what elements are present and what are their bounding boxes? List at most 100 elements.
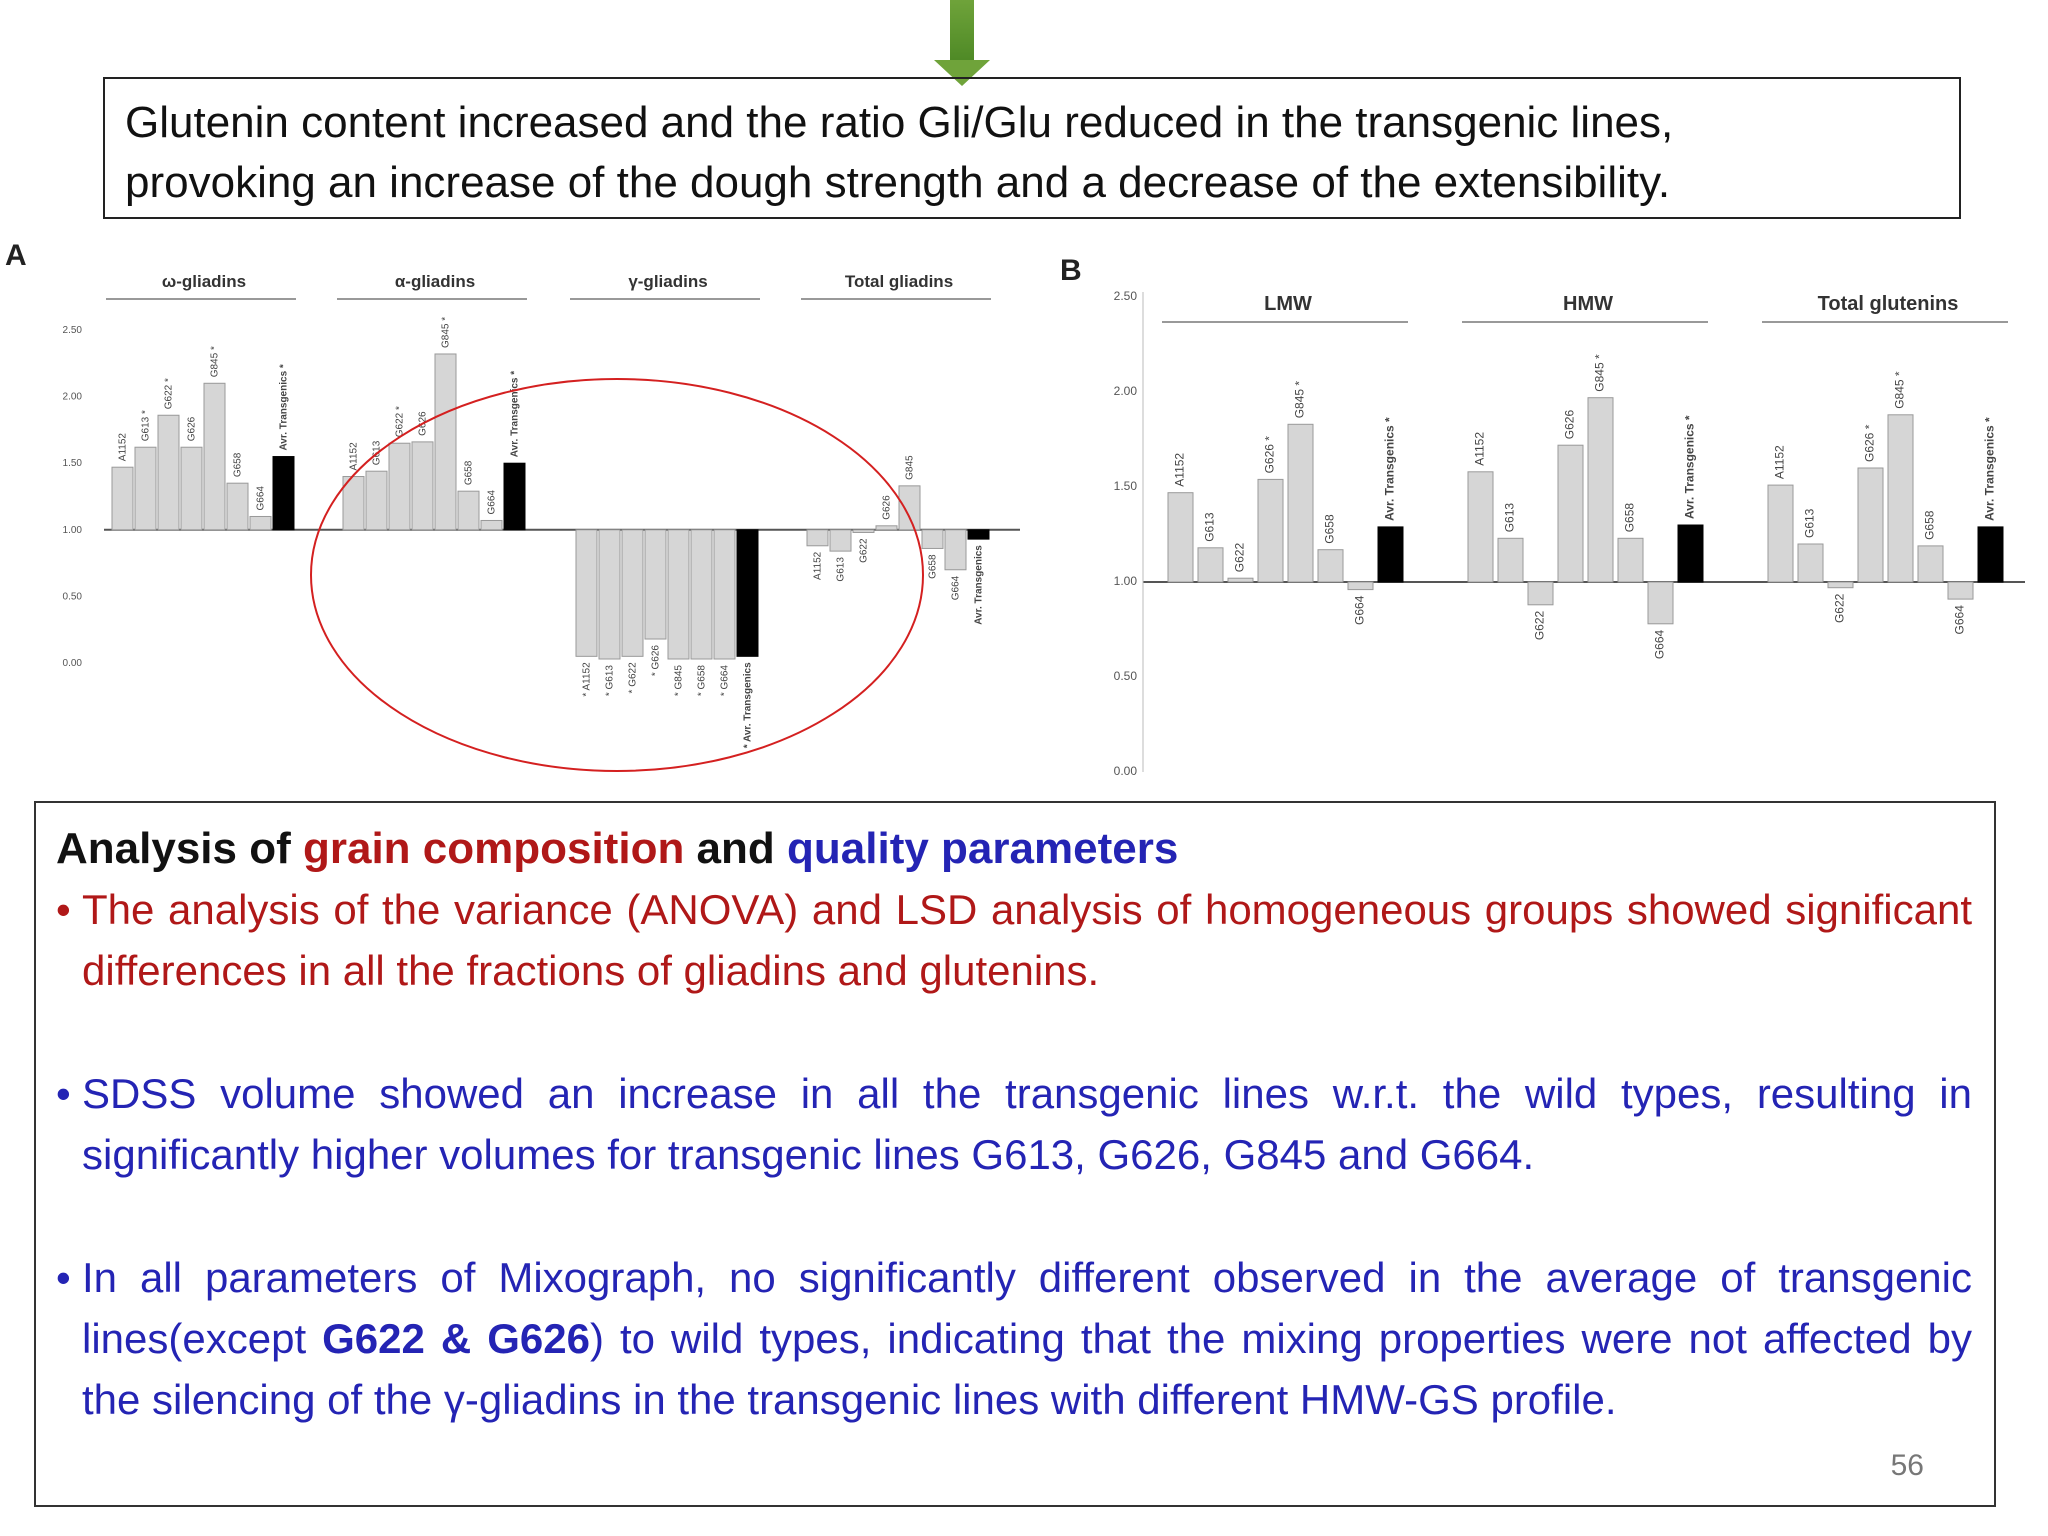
- bar: [875, 525, 898, 531]
- analysis-heading: Analysis of grain composition and qualit…: [56, 819, 1972, 879]
- bar: [667, 529, 690, 660]
- bar: [852, 529, 875, 533]
- bar-category-label: Avr. Transgenics *: [1383, 417, 1397, 521]
- y-tick-label: 1.50: [63, 458, 83, 469]
- bar: [249, 515, 272, 531]
- y-tick-label: 0.00: [1114, 764, 1138, 778]
- bar: [967, 529, 990, 540]
- bar: [272, 456, 295, 531]
- bar-category-label: Avr. Transgenics: [974, 545, 985, 625]
- y-tick-label: 1.50: [1114, 479, 1138, 493]
- bar-category-label: * A1152: [582, 662, 593, 697]
- bar-category-label: G622: [1833, 593, 1847, 623]
- bar: [203, 382, 226, 531]
- bar: [621, 529, 644, 657]
- mixograph-text-start: In all parameters of Mixograph, no signi…: [82, 1254, 1972, 1362]
- bar: [1287, 423, 1314, 583]
- y-tick-label: 2.00: [63, 392, 83, 403]
- bar: [1827, 581, 1854, 589]
- bar-category-label: * G613: [605, 665, 616, 697]
- bar: [1317, 549, 1344, 583]
- bar-category-label: G664: [1653, 629, 1667, 659]
- bar-category-label: Avr. Transgenics *: [1683, 415, 1697, 519]
- bar-category-label: G845 *: [1593, 354, 1607, 392]
- bar-category-label: G658: [464, 460, 475, 485]
- bar: [1497, 537, 1524, 583]
- bar-category-label: A1152: [349, 442, 360, 471]
- gliadins-chart: A 2.50 2.00 1.50 1.00 0.50 0.00 ω-gliadins A1152…: [5, 239, 1020, 772]
- panel-label: A: [5, 239, 27, 272]
- bullet-sdss: • SDSS volume showed an increase in all …: [56, 1063, 1972, 1185]
- bar-category-label: G664: [951, 575, 962, 600]
- bar-category-label: G664: [256, 486, 267, 511]
- bullet-mixograph-text: In all parameters of Mixograph, no signi…: [82, 1247, 1972, 1430]
- bar-category-label: G622: [1233, 543, 1247, 573]
- bar: [736, 529, 759, 657]
- y-tick-label: 2.00: [1114, 384, 1138, 398]
- group-title: γ-gliadins: [628, 272, 707, 291]
- bar: [1167, 492, 1194, 583]
- bar-category-label: G626 *: [1263, 436, 1277, 474]
- down-arrow-icon: [950, 0, 974, 60]
- bar: [111, 466, 134, 531]
- bar-category-label: * Avr. Transgenics: [743, 662, 754, 748]
- bar-category-label: A1152: [118, 433, 129, 462]
- highlight-ellipse: [310, 378, 924, 772]
- bar-category-label: G613: [1803, 508, 1817, 538]
- group-title: Total glutenins: [1818, 293, 1959, 315]
- bar-category-label: A1152: [1173, 453, 1187, 487]
- bar: [1647, 581, 1674, 625]
- bar-category-label: G664: [1953, 605, 1967, 635]
- bar: [1947, 581, 1974, 600]
- group-title: ω-gliadins: [162, 272, 246, 291]
- bar: [503, 462, 526, 531]
- bar-category-label: G658: [1623, 503, 1637, 533]
- y-tick-label: 0.50: [1114, 669, 1138, 683]
- bar-category-label: G626: [882, 495, 893, 520]
- group-title: HMW: [1563, 293, 1613, 315]
- analysis-box: Analysis of grain composition and qualit…: [34, 801, 1996, 1507]
- bar-category-label: G622 *: [164, 378, 175, 409]
- bar: [434, 353, 457, 531]
- glutenins-chart: B 2.50 2.00 1.50 1.00 0.50 0.00 LMW A1152 G613 G62…: [1060, 254, 2025, 778]
- bar: [1797, 543, 1824, 583]
- bar: [829, 529, 852, 552]
- y-tick-label: 0.00: [63, 658, 83, 669]
- bar-category-label: G622 *: [395, 406, 406, 437]
- bar: [157, 414, 180, 531]
- bar-category-label: G845 *: [441, 317, 452, 348]
- bullet-dot: •: [56, 886, 71, 933]
- y-tick-label: 1.00: [1114, 574, 1138, 588]
- bar: [1227, 577, 1254, 583]
- bullet-dot: •: [56, 1070, 71, 1117]
- bar: [480, 519, 503, 531]
- bar: [411, 441, 434, 531]
- bar: [457, 490, 480, 531]
- heading-prefix: Analysis of: [56, 824, 303, 873]
- y-tick-label: 2.50: [1114, 289, 1138, 303]
- bar-category-label: * G622: [628, 662, 639, 694]
- bar-category-label: G613: [836, 557, 847, 582]
- bar-category-label: G845 *: [1893, 371, 1907, 409]
- bar: [1767, 484, 1794, 583]
- bullet-dot: •: [56, 1254, 71, 1301]
- bar: [644, 529, 667, 640]
- bar: [388, 442, 411, 531]
- bar-category-label: G613 *: [141, 410, 152, 441]
- bar-category-label: Avr. Transgenics *: [1983, 417, 1997, 521]
- bar: [1887, 414, 1914, 583]
- group-title: LMW: [1264, 293, 1312, 315]
- bar-category-label: Avr. Transgenics *: [510, 371, 521, 457]
- bar: [575, 529, 598, 657]
- panel-label: B: [1060, 254, 1082, 287]
- bullet-mixograph: • In all parameters of Mixograph, no sig…: [56, 1247, 1972, 1430]
- summary-line-1: Glutenin content increased and the ratio…: [125, 98, 1674, 147]
- heading-and: and: [684, 824, 788, 873]
- bar-category-label: G845: [905, 455, 916, 480]
- bar: [365, 470, 388, 531]
- bar: [1977, 526, 2004, 583]
- heading-quality-parameters: quality parameters: [787, 824, 1179, 873]
- bar-category-label: A1152: [1473, 432, 1487, 466]
- bar: [1917, 545, 1944, 583]
- bar: [134, 446, 157, 531]
